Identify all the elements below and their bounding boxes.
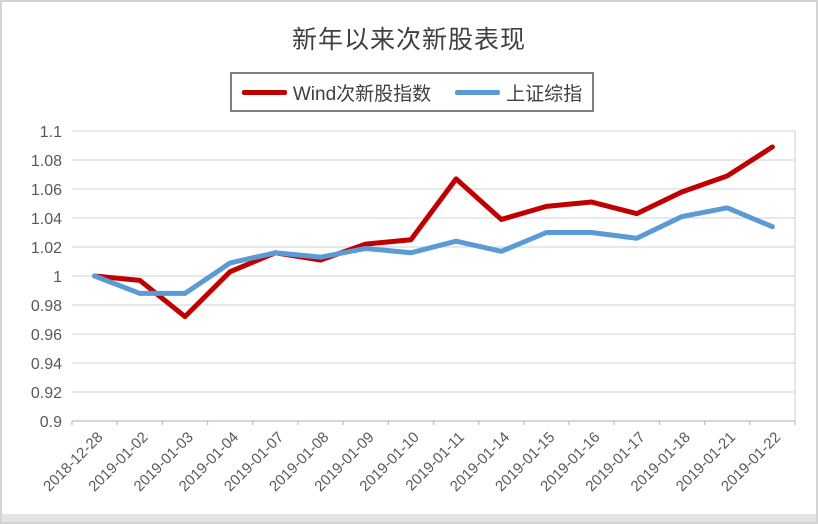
shanghai-composite-line-swatch-icon — [455, 89, 501, 95]
y-tick-label: 1.06 — [31, 182, 62, 199]
y-tick-label: 0.98 — [31, 298, 62, 315]
legend-label-wind-index: Wind次新股指数 — [292, 83, 432, 105]
y-tick-label: 1.04 — [31, 211, 62, 228]
chart-title: 新年以来次新股表现 — [291, 26, 526, 54]
wind-index-line-swatch-icon — [241, 89, 287, 95]
y-tick-label: 1 — [53, 269, 62, 286]
y-tick-label: 0.9 — [40, 414, 62, 431]
y-tick-label: 1.02 — [31, 240, 62, 257]
legend-label-shanghai-composite: 上证综指 — [506, 83, 583, 105]
series-line-1 — [92, 205, 775, 296]
legend: Wind次新股指数 上证综指 — [230, 72, 594, 112]
y-tick-label: 1.08 — [31, 153, 62, 170]
y-tick-label: 0.94 — [31, 356, 62, 373]
series-line-0 — [92, 144, 775, 320]
y-tick-label: 0.96 — [31, 327, 62, 344]
y-tick-label: 0.92 — [31, 385, 62, 402]
bottom-strip — [2, 514, 816, 522]
legend-item-shanghai-composite: 上证综指 — [455, 79, 582, 106]
y-tick-label: 1.1 — [40, 124, 62, 141]
legend-item-wind-index: Wind次新股指数 — [241, 79, 432, 106]
